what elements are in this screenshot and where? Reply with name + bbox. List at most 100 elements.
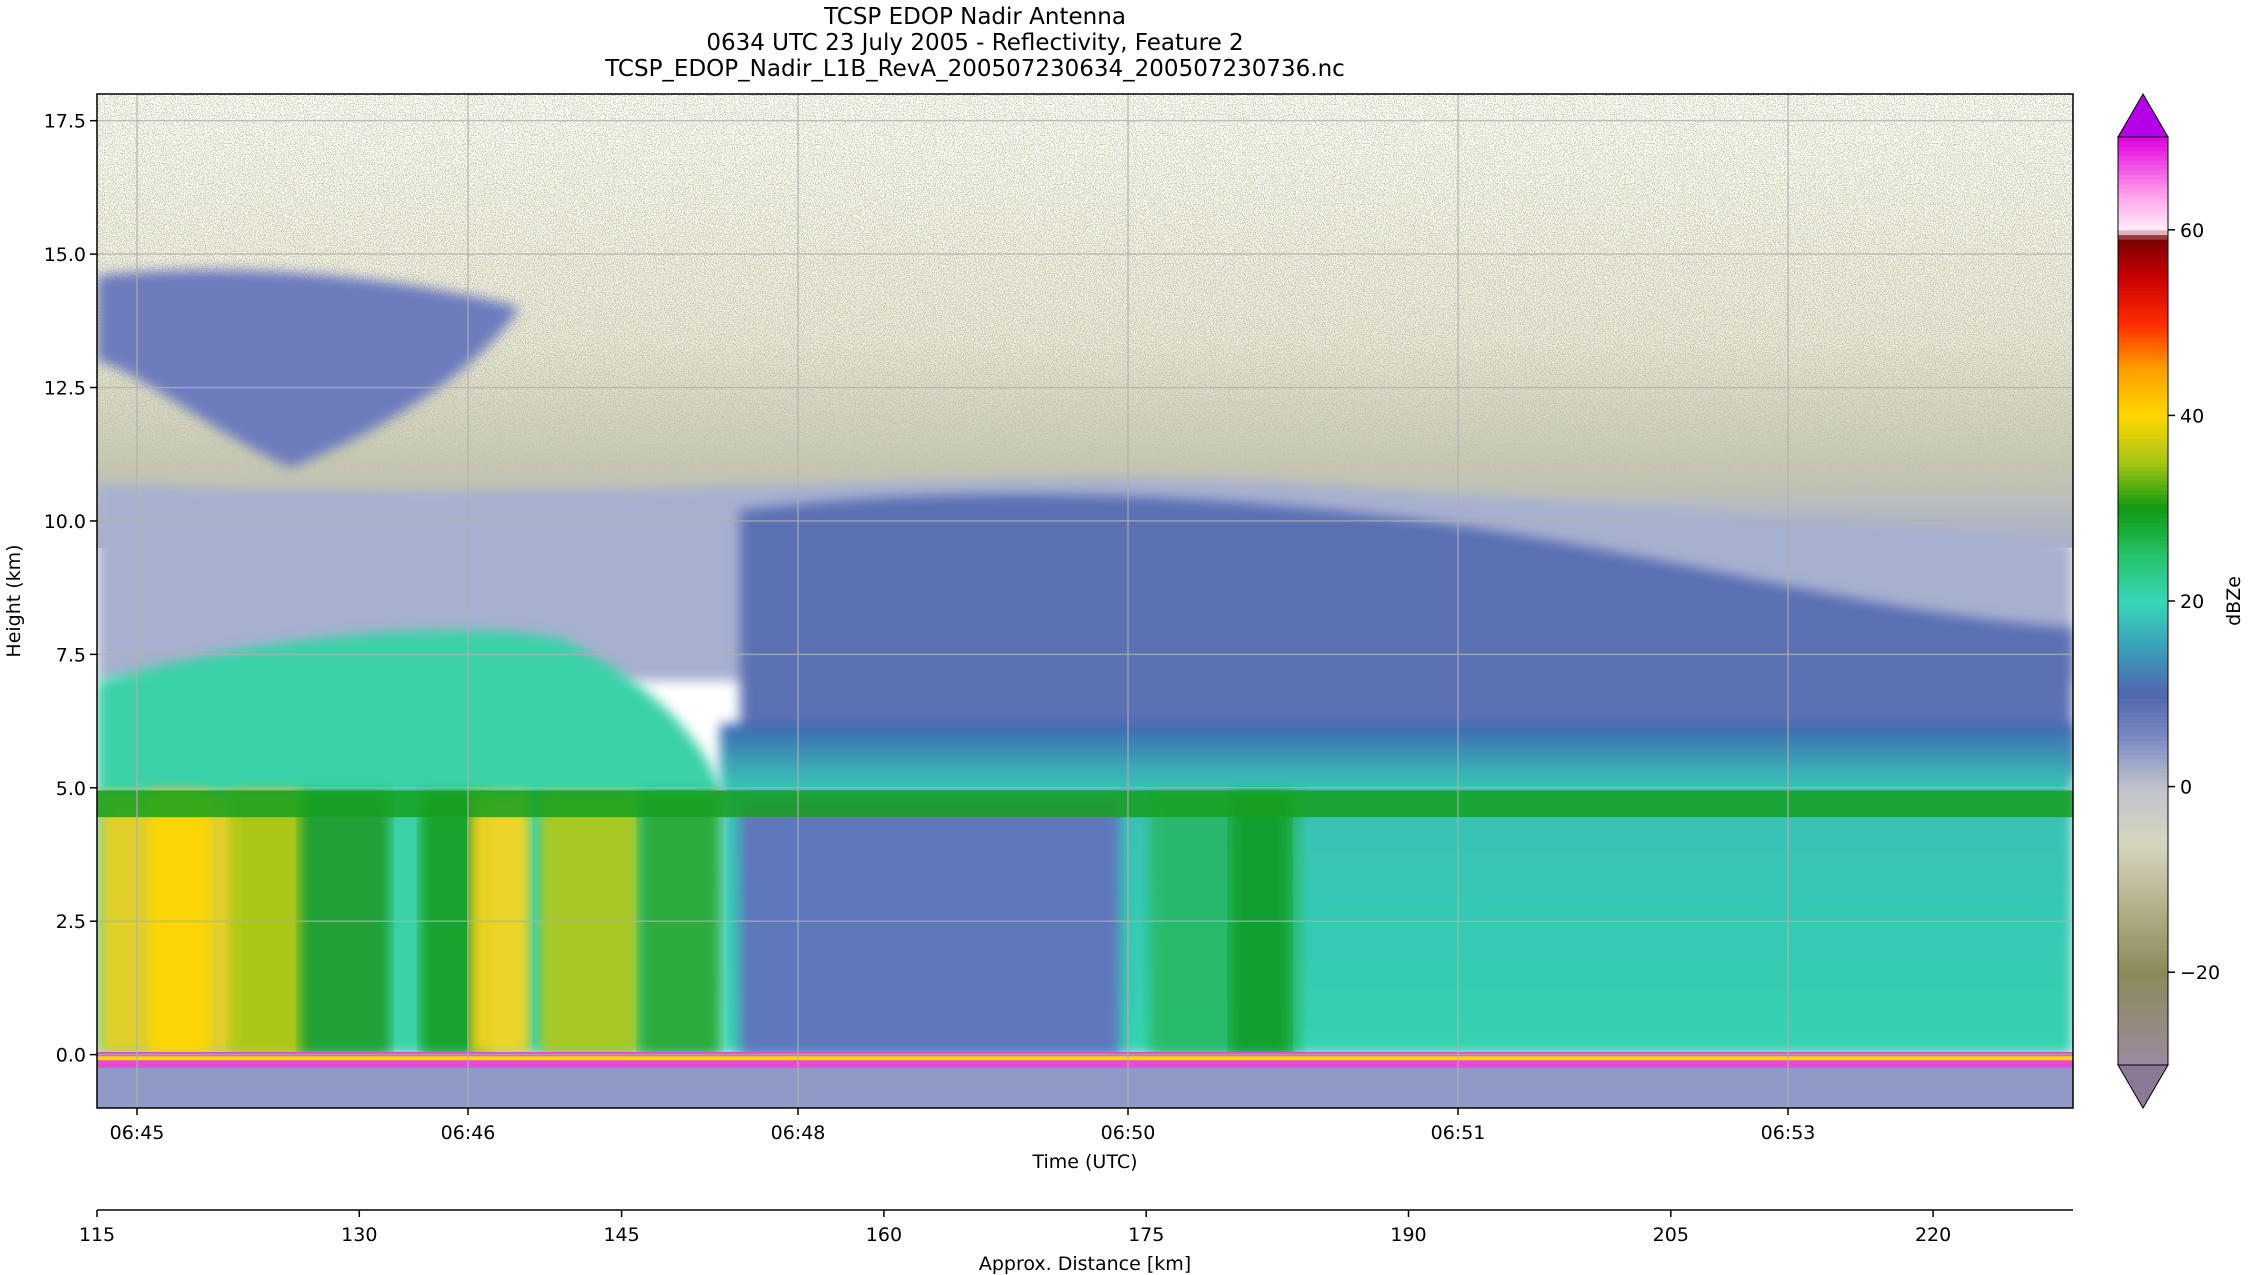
colorbar-band (2118, 220, 2168, 226)
colorbar-band (2118, 563, 2168, 570)
colorbar-band (2118, 1060, 2168, 1066)
colorbar-band (2118, 870, 2168, 876)
colorbar-band (2118, 828, 2168, 834)
x-axis-label: Time (UTC) (1031, 1151, 1137, 1173)
colorbar-band (2118, 786, 2168, 792)
colorbar-band (2118, 174, 2168, 180)
plot-background (97, 94, 2073, 1108)
colorbar-band (2118, 717, 2168, 723)
colorbar-band (2118, 619, 2168, 625)
colorbar-band (2118, 726, 2168, 732)
colorbar-band (2118, 972, 2168, 978)
colorbar-tick-label: 0 (2180, 777, 2192, 799)
y-axis-label: Height (km) (3, 544, 25, 657)
colorbar-band (2118, 350, 2168, 356)
colorbar-band (2118, 665, 2168, 672)
colorbar-band (2118, 577, 2168, 584)
colorbar-band (2118, 925, 2168, 932)
colorbar-band (2118, 512, 2168, 519)
colorbar-band (2118, 763, 2168, 769)
distance-tick-label: 190 (1390, 1224, 1426, 1246)
colorbar-band (2118, 382, 2168, 389)
colorbar-band (2118, 146, 2168, 152)
colorbar-band (2118, 355, 2168, 361)
colorbar-band (2118, 819, 2168, 825)
colorbar-band (2118, 559, 2168, 565)
colorbar-band (2118, 693, 2168, 700)
colorbar-band (2118, 192, 2168, 198)
x-tick-label: 06:46 (441, 1122, 496, 1144)
x-tick-label: 06:53 (1761, 1122, 1816, 1144)
colorbar-band (2118, 485, 2168, 491)
distance-tick-label: 115 (79, 1224, 115, 1246)
colorbar-tick-label: 60 (2180, 220, 2204, 242)
colorbar-band (2118, 211, 2168, 217)
colorbar-band (2118, 730, 2168, 737)
colorbar-band (2118, 262, 2168, 268)
colorbar-band (2118, 805, 2168, 811)
colorbar-band (2118, 791, 2168, 797)
colorbar: −20 0 20 40 60 dBZe (2117, 93, 2245, 1109)
colorbar-band (2118, 299, 2168, 305)
colorbar-band (2118, 679, 2168, 686)
colorbar-band (2118, 698, 2168, 704)
colorbar-band (2118, 433, 2168, 440)
colorbar-band (2118, 424, 2168, 430)
colorbar-band (2118, 962, 2168, 969)
colorbar-band (2118, 396, 2168, 403)
colorbar-band (2118, 860, 2168, 867)
colorbar-band (2118, 480, 2168, 486)
colorbar-band (2118, 452, 2168, 458)
colorbar-band (2118, 215, 2168, 222)
colorbar-band (2118, 415, 2168, 421)
colorbar-band (2118, 707, 2168, 713)
axes: 0.0 2.5 5.0 7.5 10.0 12.5 15.0 17.5 06:45 06:46 06… (3, 93, 2074, 1173)
distance-axis: 115 130 145 160 175 190 205 220 Approx. Distance… (79, 1209, 2073, 1275)
colorbar-band (2118, 800, 2168, 806)
colorbar-band (2118, 1004, 2168, 1010)
plot-frame (96, 93, 2074, 1109)
distance-tick-label: 205 (1653, 1224, 1689, 1246)
colorbar-band (2118, 754, 2168, 760)
colorbar-extend-high (2117, 93, 2169, 138)
colorbar-band (2118, 1037, 2168, 1043)
colorbar-band (2118, 601, 2168, 607)
colorbar-band (2118, 944, 2168, 950)
colorbar-band (2118, 633, 2168, 639)
colorbar-tick-label: −20 (2180, 962, 2220, 984)
colorbar-band (2118, 531, 2168, 537)
colorbar-band (2118, 939, 2168, 945)
colorbar-band (2118, 522, 2168, 528)
colorbar-band (2118, 1013, 2168, 1020)
colorbar-band (2118, 744, 2168, 751)
colorbar-band (2118, 879, 2168, 885)
colorbar-band (2118, 554, 2168, 560)
colorbar-band (2118, 373, 2168, 379)
colorbar-band (2118, 647, 2168, 653)
colorbar-band (2118, 359, 2168, 365)
colorbar-band (2118, 930, 2168, 936)
colorbar-band (2118, 369, 2168, 375)
colorbar-band (2118, 443, 2168, 449)
colorbar-band (2118, 545, 2168, 551)
colorbar-band (2118, 410, 2168, 416)
colorbar-band (2118, 248, 2168, 254)
colorbar-band (2118, 856, 2168, 862)
colorbar-band (2118, 591, 2168, 597)
colorbar-band (2118, 652, 2168, 658)
colorbar-band (2118, 921, 2168, 927)
colorbar-band (2118, 271, 2168, 277)
colorbar-band (2118, 378, 2168, 384)
colorbar-band (2118, 675, 2168, 681)
colorbar-band (2118, 638, 2168, 644)
colorbar-band (2118, 628, 2168, 635)
y-tick-label: 12.5 (44, 378, 86, 400)
colorbar-band (2118, 201, 2168, 208)
colorbar-band (2118, 568, 2168, 574)
colorbar-band (2118, 429, 2168, 435)
colorbar-band (2118, 206, 2168, 212)
colorbar-band (2118, 935, 2168, 941)
colorbar-band (2118, 582, 2168, 588)
colorbar-band (2118, 721, 2168, 727)
